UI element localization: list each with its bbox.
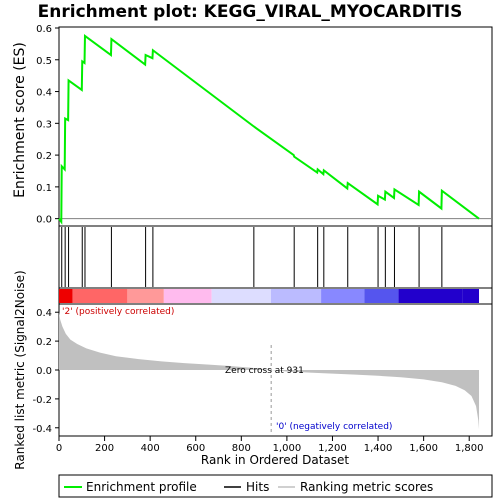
x-tick-label: 800 bbox=[232, 443, 251, 454]
bottom-y-tick-label: -0.2 bbox=[32, 395, 52, 406]
bottom-y-axis-label: Ranked list metric (Signal2Noise) bbox=[13, 270, 27, 469]
legend-label-hits: Hits bbox=[246, 480, 269, 494]
metric-plot-area: -0.4 -0.2 0.0 0.2 0.4 bbox=[32, 308, 480, 435]
x-tick-label: 600 bbox=[186, 443, 205, 454]
ranking-bar-segment bbox=[163, 289, 212, 303]
x-tick-label: 1,200 bbox=[318, 443, 347, 454]
x-tick-label: 1,400 bbox=[364, 443, 393, 454]
hits-area bbox=[61, 227, 443, 287]
x-tick-label: 1,000 bbox=[273, 443, 302, 454]
negative-correlation-label: '0' (negatively correlated) bbox=[276, 422, 392, 432]
ranking-bar-segment bbox=[398, 289, 463, 303]
top-y-tick-label: 0.3 bbox=[36, 119, 52, 130]
top-y-axis-label: Enrichment score (ES) bbox=[12, 42, 28, 198]
ranking-metric-area bbox=[59, 312, 480, 430]
x-axis: 0 200 400 600 800 1,000 1,200 1,400 1,600 1,800 bbox=[56, 436, 484, 454]
top-y-tick-label: 0.2 bbox=[36, 151, 52, 162]
ranking-bar-segment bbox=[321, 289, 365, 303]
ranking-bar-segment bbox=[211, 289, 271, 303]
bottom-y-tick-label: -0.4 bbox=[32, 424, 52, 435]
ranking-bar-segment bbox=[59, 289, 73, 303]
bottom-y-tick-label: 0.0 bbox=[36, 366, 52, 377]
legend-frame bbox=[58, 474, 493, 498]
x-tick-label: 400 bbox=[141, 443, 160, 454]
x-tick-label: 200 bbox=[95, 443, 114, 454]
top-y-tick-label: 0.5 bbox=[36, 56, 52, 67]
chart-title: Enrichment plot: KEGG_VIRAL_MYOCARDITIS bbox=[38, 2, 463, 22]
ranking-bar-segment bbox=[72, 289, 128, 303]
ranking-bar-segment bbox=[127, 289, 164, 303]
zero-cross-label: Zero cross at 931 bbox=[225, 366, 304, 376]
top-panel-frame bbox=[58, 26, 493, 227]
positive-correlation-label: '2' (positively correlated) bbox=[62, 307, 174, 317]
legend-label-enrichment: Enrichment profile bbox=[86, 480, 197, 494]
ranking-bar-segment bbox=[270, 289, 322, 303]
es-plot-area: 0.0 0.1 0.2 0.3 0.4 0.5 0.6 bbox=[36, 24, 492, 226]
x-tick-label: 0 bbox=[56, 443, 62, 454]
x-axis-label: Rank in Ordered Dataset bbox=[201, 453, 349, 467]
ranking-bar-segment bbox=[364, 289, 399, 303]
ranking-bar-segment bbox=[462, 289, 480, 303]
hits-panel-frame bbox=[58, 225, 493, 289]
x-tick-label: 1,600 bbox=[409, 443, 438, 454]
x-tick-label: 1,800 bbox=[455, 443, 484, 454]
bottom-y-tick-label: 0.2 bbox=[36, 337, 52, 348]
legend-label-ranking: Ranking metric scores bbox=[300, 480, 433, 494]
bottom-y-tick-label: 0.4 bbox=[36, 308, 52, 319]
top-y-tick-label: 0.6 bbox=[36, 24, 52, 35]
legend: Enrichment profile Hits Ranking metric s… bbox=[64, 480, 433, 494]
top-y-tick-label: 0.0 bbox=[36, 215, 52, 226]
ranking-color-bar bbox=[59, 289, 480, 303]
top-y-tick-label: 0.4 bbox=[36, 88, 52, 99]
top-y-tick-label: 0.1 bbox=[36, 183, 52, 194]
enrichment-profile-line bbox=[58, 33, 480, 225]
